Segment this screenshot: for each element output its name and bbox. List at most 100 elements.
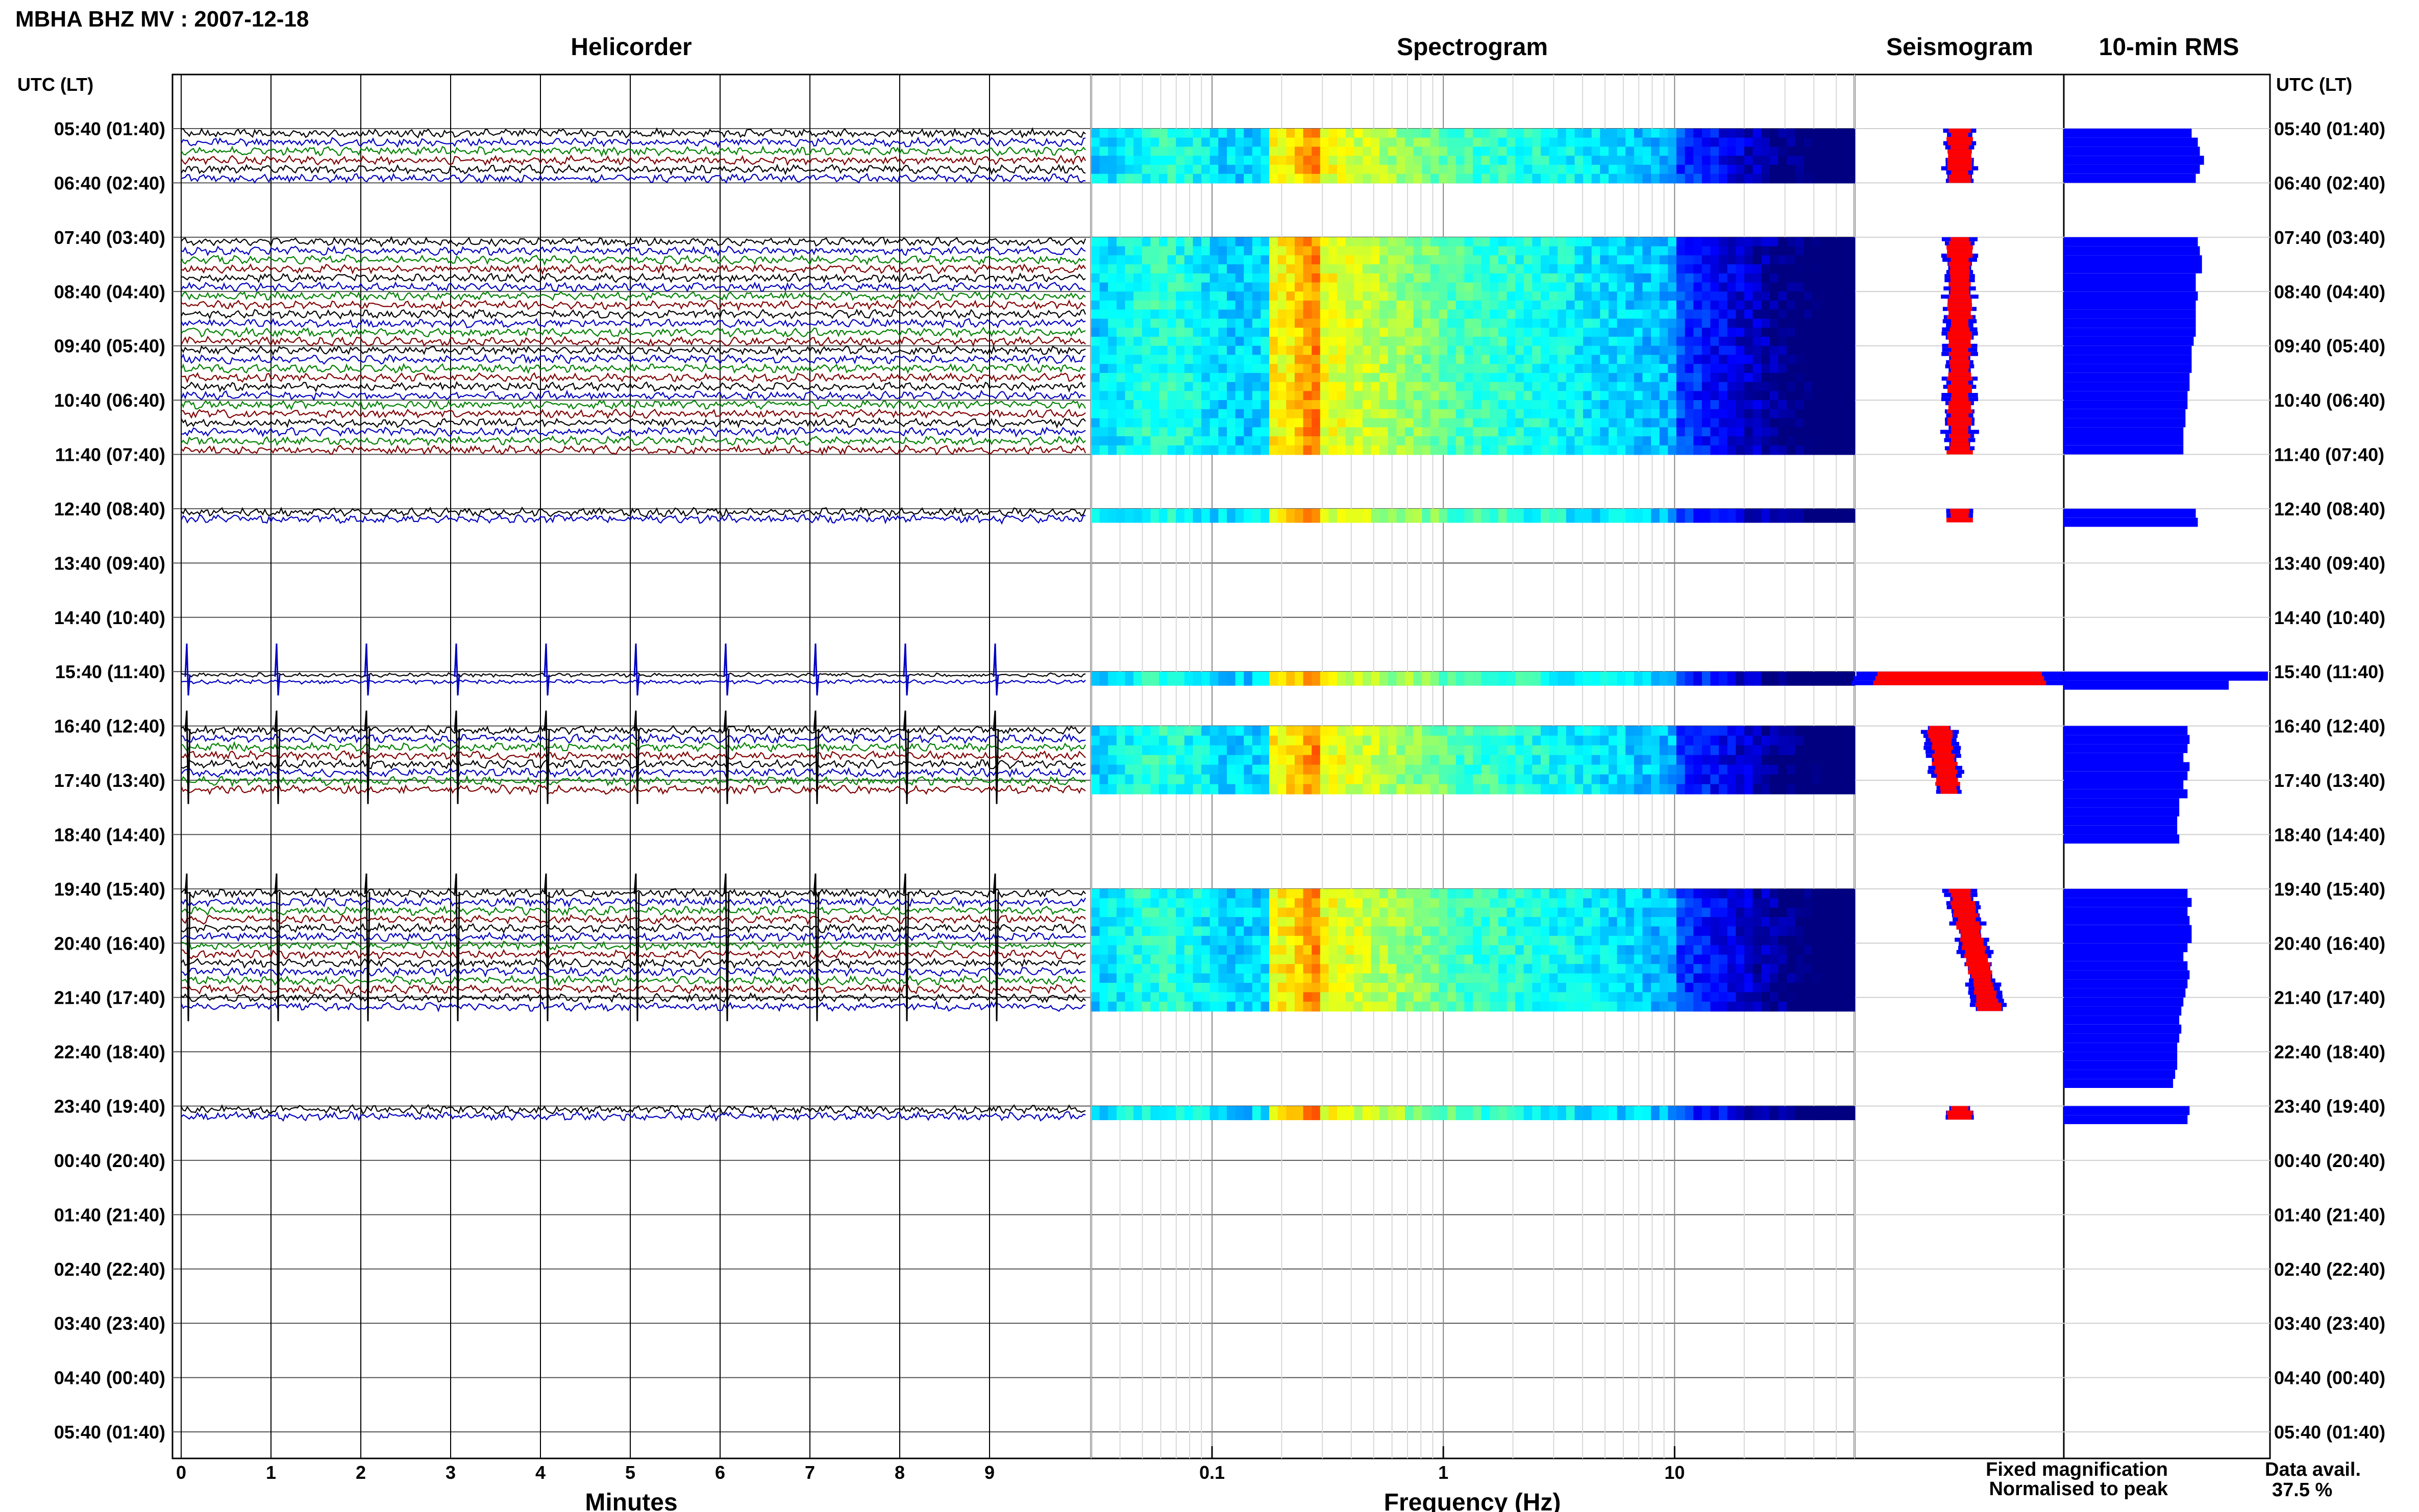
spectrogram-cell — [1294, 954, 1304, 965]
spectrogram-cell — [1328, 129, 1338, 138]
spectrogram-cell — [1405, 282, 1414, 292]
spectrogram-cell — [1193, 784, 1202, 795]
spectrogram-cell — [1133, 917, 1143, 927]
spectrogram-cell — [1837, 255, 1847, 265]
spectrogram-cell — [1388, 400, 1397, 410]
spectrogram-cell — [1719, 508, 1728, 523]
spectrogram-cell — [1430, 282, 1440, 292]
spectrogram-cell — [1804, 129, 1813, 138]
spectrogram-cell — [1227, 926, 1236, 936]
spectrogram-cell — [1362, 436, 1372, 446]
spectrogram-cell — [1108, 246, 1117, 256]
spectrogram-cell — [1541, 391, 1550, 401]
spectrogram-cell — [1227, 382, 1236, 392]
spectrogram-cell — [1388, 129, 1397, 138]
spectrogram-cell — [1778, 755, 1787, 765]
spectrogram-cell — [1303, 735, 1313, 746]
spectrogram-cell — [1091, 137, 1100, 147]
spectrogram-cell — [1532, 301, 1541, 310]
spectrogram-cell — [1701, 888, 1711, 899]
spectrogram-cell — [1566, 764, 1575, 775]
spectrogram-cell — [1600, 255, 1609, 265]
spectrogram-cell — [1396, 992, 1405, 1002]
spectrogram-cell — [1701, 672, 1711, 686]
spectrogram-cell — [1651, 1001, 1660, 1012]
spectrogram-cell — [1498, 774, 1508, 785]
spectrogram-cell — [1184, 146, 1194, 157]
spectrogram-cell — [1277, 328, 1287, 337]
spectrogram-cell — [1464, 328, 1473, 337]
spectrogram-cell — [1159, 945, 1168, 955]
spectrogram-cell — [1133, 983, 1143, 993]
spectrogram-cell — [1176, 508, 1185, 523]
seismogram-normalised-band — [1948, 343, 1971, 348]
spectrogram-cell — [1328, 945, 1338, 955]
spectrogram-cell — [1710, 129, 1719, 138]
spectrogram-cell — [1167, 907, 1177, 918]
spectrogram-cell — [1125, 255, 1134, 265]
spectrogram-cell — [1566, 291, 1575, 301]
spectrogram-cell — [1312, 382, 1321, 392]
spectrogram-cell — [1312, 945, 1321, 955]
spectrogram-cell — [1328, 355, 1338, 365]
spectrogram-cell — [1515, 888, 1524, 899]
spectrogram-cell — [1210, 318, 1219, 329]
spectrogram-cell — [1490, 345, 1499, 356]
spectrogram-cell — [1320, 164, 1329, 175]
spectrogram-cell — [1498, 926, 1508, 936]
spectrogram-cell — [1388, 888, 1397, 899]
spectrogram-cell — [1277, 273, 1287, 283]
spectrogram-cell — [1541, 336, 1550, 346]
spectrogram-cell — [1583, 907, 1592, 918]
spectrogram-cell — [1719, 318, 1728, 329]
seismogram-normalised-band — [1951, 513, 1969, 518]
spectrogram-cell — [1150, 917, 1159, 927]
spectrogram-cell — [1116, 237, 1126, 247]
spectrogram-cell — [1210, 409, 1219, 419]
spectrogram-cell — [1328, 309, 1338, 319]
spectrogram-cell — [1159, 784, 1168, 795]
spectrogram-cell — [1286, 173, 1295, 184]
spectrogram-cell — [1701, 282, 1711, 292]
spectrogram-cell — [1099, 983, 1109, 993]
spectrogram-cell — [1659, 935, 1669, 946]
spectrogram-cell — [1413, 774, 1423, 785]
spectrogram-cell — [1184, 672, 1194, 686]
spectrogram-cell — [1379, 755, 1389, 765]
spectrogram-cell — [1455, 355, 1465, 365]
spectrogram-cell — [1634, 445, 1643, 455]
spectrogram-cell — [1371, 156, 1380, 165]
spectrogram-cell — [1591, 364, 1601, 374]
spectrogram-cell — [1769, 764, 1779, 775]
spectrogram-cell — [1651, 964, 1660, 974]
spectrogram-cell — [1498, 907, 1508, 918]
spectrogram-cell — [1439, 318, 1448, 329]
spectrogram-cell — [1651, 400, 1660, 410]
spectrogram-cell — [1235, 917, 1245, 927]
spectrogram-cell — [1507, 888, 1516, 899]
spectrogram-cell — [1099, 264, 1109, 274]
spectrogram-cell — [1167, 246, 1177, 256]
spectrogram-cell — [1541, 156, 1550, 165]
spectrogram-cell — [1099, 726, 1109, 736]
spectrogram-cell — [1455, 291, 1465, 301]
spectrogram-cell — [1583, 427, 1592, 437]
spectrogram-cell — [1837, 364, 1847, 374]
spectrogram-cell — [1846, 173, 1855, 184]
time-label-left: 02:40 (22:40) — [54, 1259, 165, 1280]
spectrogram-cell — [1447, 945, 1457, 955]
spectrogram-cell — [1515, 336, 1524, 346]
spectrogram-cell — [1261, 282, 1270, 292]
spectrogram-cell — [1625, 318, 1635, 329]
spectrogram-cell — [1244, 382, 1253, 392]
spectrogram-cell — [1312, 992, 1321, 1002]
spectrogram-cell — [1125, 755, 1134, 765]
spectrogram-cell — [1609, 273, 1618, 283]
spectrogram-cell — [1294, 436, 1304, 446]
spectrogram-cell — [1736, 726, 1745, 736]
spectrogram-cell — [1464, 907, 1473, 918]
spectrogram-cell — [1455, 945, 1465, 955]
spectrogram-cell — [1523, 755, 1533, 765]
spectrogram-cell — [1591, 309, 1601, 319]
spectrogram-cell — [1413, 318, 1423, 329]
